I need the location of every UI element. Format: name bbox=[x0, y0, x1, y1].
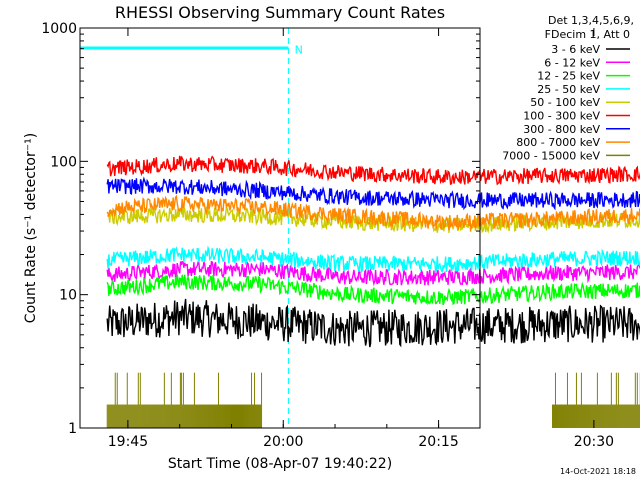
series-line bbox=[106, 205, 640, 234]
timestamp: 14-Oct-2021 18:18 bbox=[560, 467, 636, 476]
legend-entry-label: 800 - 7000 keV bbox=[516, 136, 600, 149]
axis-ticks bbox=[80, 27, 595, 429]
series-0-segment-0 bbox=[106, 298, 640, 348]
legend-entry-label: 6 - 12 keV bbox=[544, 56, 600, 69]
series-line bbox=[106, 260, 640, 287]
legend-entry-label: 3 - 6 keV bbox=[551, 43, 600, 56]
series-1-segment-0 bbox=[106, 260, 640, 287]
y-tick-label: 100 bbox=[50, 154, 77, 170]
x-tick-label: 20:15 bbox=[418, 434, 458, 450]
x-tick-label: 20:30 bbox=[574, 434, 614, 450]
legend-entry-label: 100 - 300 keV bbox=[523, 110, 600, 123]
legend-entry-label: 300 - 800 keV bbox=[523, 123, 600, 136]
axis-labels: 19:4520:0020:1520:3020:4521:0021:1511010… bbox=[41, 21, 614, 450]
series-4-segment-0 bbox=[106, 205, 640, 234]
x-tick-label: 19:45 bbox=[108, 434, 148, 450]
x-tick-label: 20:00 bbox=[263, 434, 303, 450]
y-tick-label: 10 bbox=[59, 288, 77, 304]
series-3-segment-0 bbox=[106, 245, 640, 275]
legend-entry-label: 25 - 50 keV bbox=[537, 83, 600, 96]
series-7-segment-0 bbox=[106, 194, 640, 232]
legend-entry-label: 7000 - 15000 keV bbox=[502, 149, 600, 162]
series-line bbox=[106, 298, 640, 348]
series-8-segment-1 bbox=[551, 372, 640, 428]
series-line bbox=[106, 176, 640, 211]
y-axis-title: Count Rate (s⁻¹ detector⁻¹) bbox=[23, 133, 39, 323]
x-axis-title: Start Time (08-Apr-07 19:40:22) bbox=[168, 456, 392, 472]
legend-entry-label: 12 - 25 keV bbox=[537, 70, 600, 83]
series-6-segment-0 bbox=[106, 176, 640, 211]
legend-header-line-2: FDecim 1, Att 0 bbox=[545, 28, 630, 41]
legend-entry-label: 50 - 100 keV bbox=[530, 96, 600, 109]
chart-title: RHESSI Observing Summary Count Rates bbox=[115, 3, 445, 22]
series-2-segment-0 bbox=[106, 274, 640, 306]
plot-frame bbox=[79, 27, 481, 429]
series-layer bbox=[106, 155, 640, 428]
series-line bbox=[106, 274, 640, 306]
series-line bbox=[106, 194, 640, 232]
series-5-segment-0 bbox=[106, 155, 640, 186]
series-line bbox=[106, 245, 640, 275]
series-8-segment-0 bbox=[106, 372, 263, 428]
legend-header-line-1: Det 1,3,4,5,6,9, bbox=[548, 14, 634, 27]
y-tick-label: 1000 bbox=[41, 21, 77, 37]
series-line bbox=[106, 155, 640, 186]
legend: Det 1,3,4,5,6,9, FDecim 1, Att 0 3 - 6 k… bbox=[502, 14, 634, 162]
annotation-n: N bbox=[295, 44, 303, 57]
y-tick-label: 1 bbox=[68, 421, 77, 437]
